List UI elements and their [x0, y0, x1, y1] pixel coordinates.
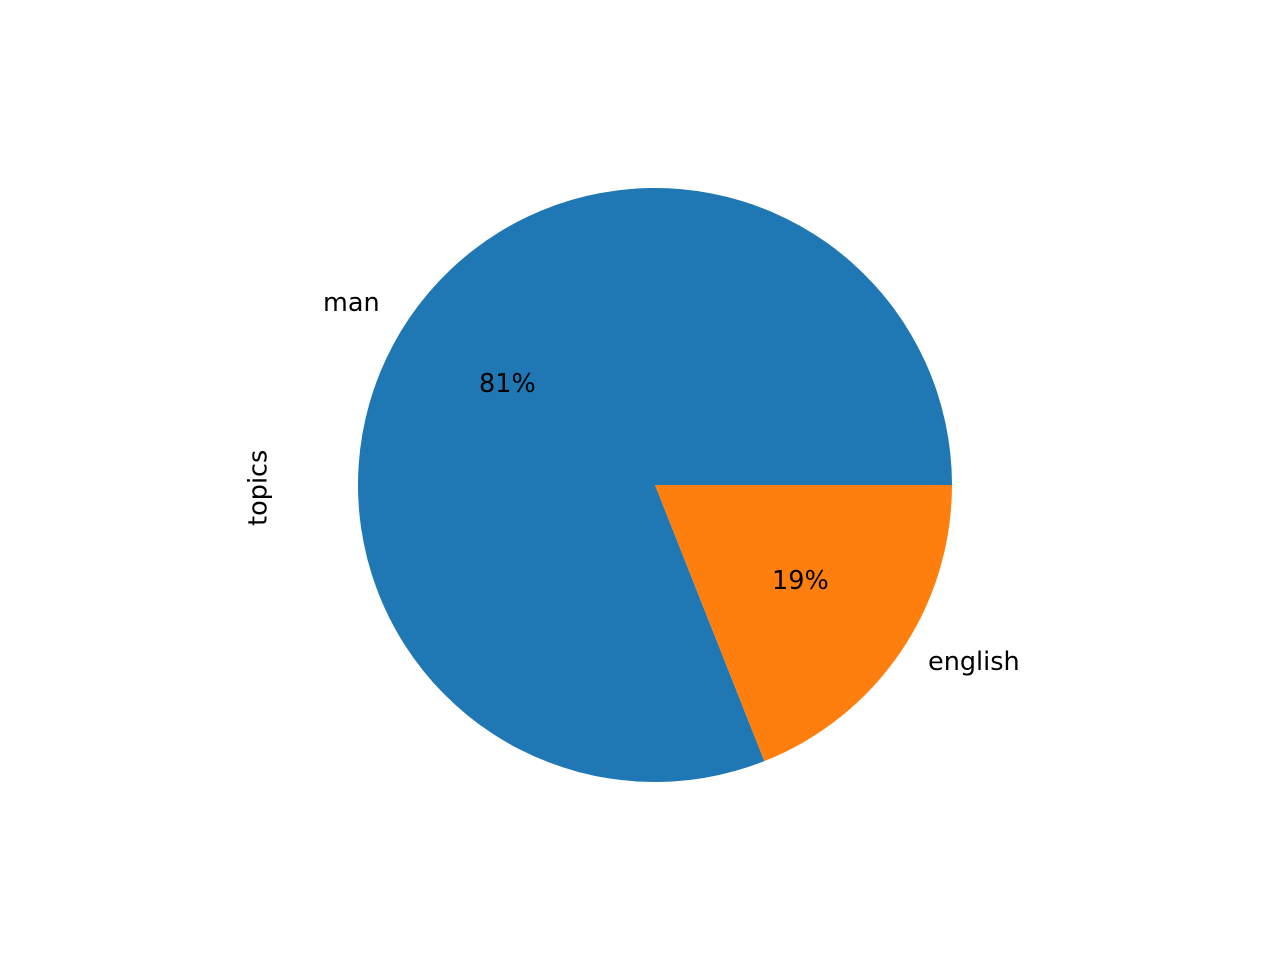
y-axis-label: topics	[243, 449, 274, 526]
pie-slice-percent-english: 19%	[772, 566, 829, 596]
pie-slice-label-man: man	[323, 288, 380, 318]
pie-slice-label-english: english	[928, 647, 1020, 677]
pie-slice-english[interactable]	[655, 485, 952, 762]
pie-slice-percent-man: 81%	[479, 369, 536, 399]
pie-wedges	[358, 187, 952, 783]
